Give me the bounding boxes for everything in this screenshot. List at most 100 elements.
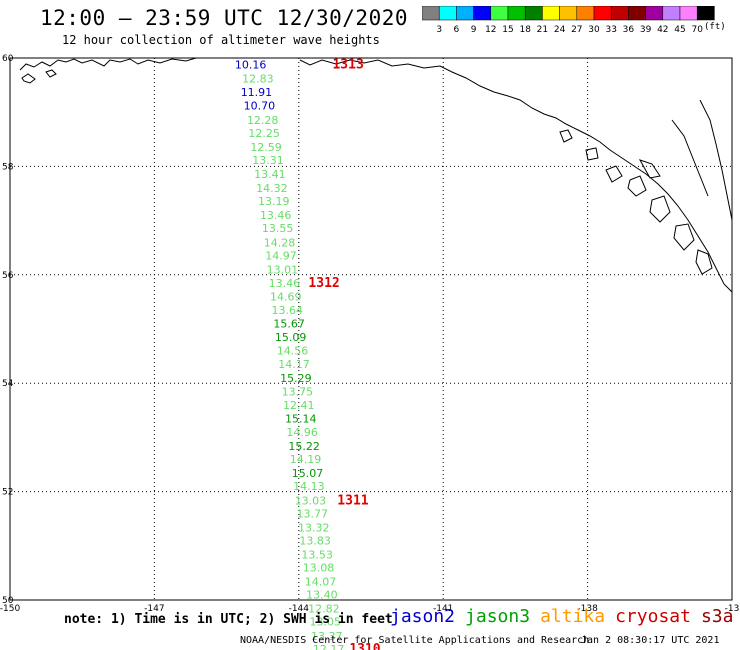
- colorbar-swatch: [507, 6, 526, 21]
- swh-value: 14.28: [264, 236, 296, 249]
- swh-value: 14.56: [277, 345, 309, 358]
- swh-value: 15.09: [275, 331, 307, 344]
- lat-tick-label: 52: [2, 488, 13, 498]
- coastline-segment: [699, 99, 733, 221]
- coastline-segment: [45, 69, 57, 78]
- colorbar-label: 9: [471, 25, 477, 35]
- colorbar-swatch: [422, 6, 440, 21]
- colorbar-swatch: [662, 6, 681, 21]
- lon-tick-label: -138: [577, 604, 598, 614]
- swh-value: 15.29: [280, 372, 312, 385]
- swh-value: 14.32: [256, 182, 288, 195]
- coastline-segment: [627, 175, 647, 197]
- swh-value: 14.07: [305, 576, 337, 589]
- swh-value: 13.19: [258, 195, 290, 208]
- axis-tick-labels: -150 -147 -144 -141 -138 -13 50 52 54 56 58 60: [0, 54, 739, 614]
- colorbar-label: 3: [436, 25, 442, 35]
- swh-value: 15.67: [273, 318, 305, 331]
- swh-value: 13.31: [252, 154, 284, 167]
- lat-tick-label: 50: [2, 596, 14, 606]
- swh-value: 12.82: [308, 603, 340, 616]
- swh-value: 15.07: [292, 467, 324, 480]
- swh-value: 13.64: [271, 304, 303, 317]
- swh-value: 13.46: [260, 209, 292, 222]
- credit-text: NOAA/NESDIS Center for Satellite Applica…: [240, 635, 590, 646]
- swh-value: 14.97: [265, 249, 297, 262]
- colorbar-swatch: [593, 6, 612, 21]
- credit-timestamp: Jan 2 08:30:17 UTC 2021: [581, 635, 720, 646]
- graticule-grid: [10, 58, 732, 600]
- pass-number-label: 1311: [337, 493, 368, 508]
- coastline: [19, 57, 733, 293]
- swh-value: 13.40: [306, 589, 338, 602]
- colorbar-label: 6: [454, 25, 460, 35]
- coastline-segment: [299, 59, 733, 293]
- swh-colorbar: 3 6 9 12 15 18 21 24 27 30 33 36 39 42 45 70: [422, 6, 715, 35]
- swh-value: 12.28: [247, 114, 279, 127]
- coastline-segment: [673, 223, 695, 251]
- legend-item-jason3: jason3: [465, 606, 531, 627]
- swh-value: 11.91: [241, 86, 273, 99]
- colorbar-label: 70: [691, 25, 703, 35]
- colorbar-label: 27: [571, 25, 582, 35]
- swh-value: 13.37: [311, 630, 343, 643]
- colorbar-swatch: [645, 6, 664, 21]
- colorbar-swatch: [524, 6, 543, 21]
- legend-item-cryosat: cryosat: [615, 606, 691, 627]
- pass-number-label: 1313: [332, 58, 363, 73]
- colorbar-swatch: [473, 6, 492, 21]
- colorbar-label: 33: [605, 25, 616, 35]
- swh-value: 13.55: [262, 222, 294, 235]
- colorbar-label: 15: [502, 25, 513, 35]
- swh-track: 10.1612.8311.9110.7012.2812.2512.5913.31…: [235, 59, 344, 650]
- lon-tick-label: -144: [289, 604, 310, 614]
- swh-value: 12.41: [283, 399, 315, 412]
- map-title: 12:00 – 23:59 UTC 12/30/2020: [40, 6, 409, 30]
- swh-value: 13.53: [301, 548, 333, 561]
- swh-value: 14.19: [290, 453, 322, 466]
- swh-value: 13.05: [310, 616, 342, 629]
- lon-tick-label: -147: [144, 604, 164, 614]
- swh-value: 13.41: [254, 168, 286, 181]
- swh-value: 13.83: [299, 534, 331, 547]
- swh-value: 13.32: [298, 521, 330, 534]
- colorbar-label: 36: [623, 25, 635, 35]
- swh-value: 14.69: [270, 290, 302, 303]
- coastline-segment: [605, 165, 623, 183]
- swh-value: 13.75: [282, 385, 314, 398]
- swh-value: 14.17: [278, 358, 310, 371]
- colorbar-swatch: [542, 6, 560, 21]
- colorbar-label: 39: [640, 25, 652, 35]
- swh-value: 12.83: [242, 73, 274, 86]
- colorbar-label: 30: [588, 25, 600, 35]
- colorbar-swatch: [456, 6, 474, 21]
- swh-value: 12.59: [250, 141, 282, 154]
- lat-tick-label: 60: [2, 54, 14, 64]
- colorbar-swatch: [628, 6, 646, 21]
- coastline-segment: [638, 159, 661, 179]
- pass-labels: 1313 1312 1311 1310: [308, 58, 380, 650]
- legend-item-s3a: s3a: [700, 606, 734, 627]
- lat-tick-label: 54: [2, 379, 14, 389]
- legend-item-altika: altika: [540, 606, 606, 627]
- lat-tick-label: 58: [2, 162, 14, 172]
- satellite-legend: jason2 jason3 altika cryosat s3a: [390, 606, 740, 627]
- lat-tick-label: 56: [2, 271, 14, 281]
- colorbar-swatch: [679, 6, 698, 21]
- swh-value: 10.70: [244, 100, 276, 113]
- swh-value: 15.14: [285, 412, 317, 425]
- swh-value: 12.25: [248, 127, 280, 140]
- colorbar-label: 45: [674, 25, 685, 35]
- coastline-segment: [649, 195, 671, 223]
- swh-value: 12.17: [313, 643, 345, 650]
- colorbar-swatch: [559, 6, 578, 21]
- lon-tick-label: -13: [725, 604, 740, 614]
- swh-value: 15.22: [288, 440, 320, 453]
- colorbar-label: 21: [537, 25, 548, 35]
- pass-number-label: 1310: [349, 642, 380, 650]
- lon-tick-label: -150: [0, 604, 20, 614]
- colorbar-label: 24: [554, 25, 566, 35]
- footer-note: note: 1) Time is in UTC; 2) SWH is in fe…: [64, 612, 393, 627]
- colorbar-label: 42: [657, 25, 668, 35]
